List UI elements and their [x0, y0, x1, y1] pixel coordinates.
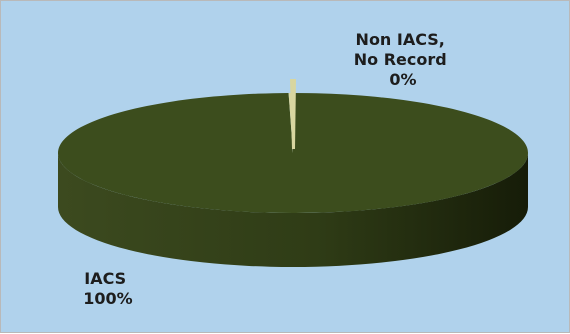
label-line2: No Record — [354, 50, 447, 69]
label-line1: Non IACS, — [356, 30, 445, 49]
pie-slice-0 — [57, 93, 528, 214]
slice-label-nonIACS: Non IACS, No Record 0% — [354, 30, 453, 89]
pie-side-wall — [58, 153, 528, 267]
pie-group — [57, 79, 528, 267]
label-line1: IACS — [84, 269, 126, 288]
label-percent: 100% — [83, 289, 132, 308]
label-percent: 0% — [389, 70, 416, 89]
pie-slice-1-sliver — [290, 79, 296, 149]
slice-label-IACS: IACS 100% — [83, 269, 132, 308]
